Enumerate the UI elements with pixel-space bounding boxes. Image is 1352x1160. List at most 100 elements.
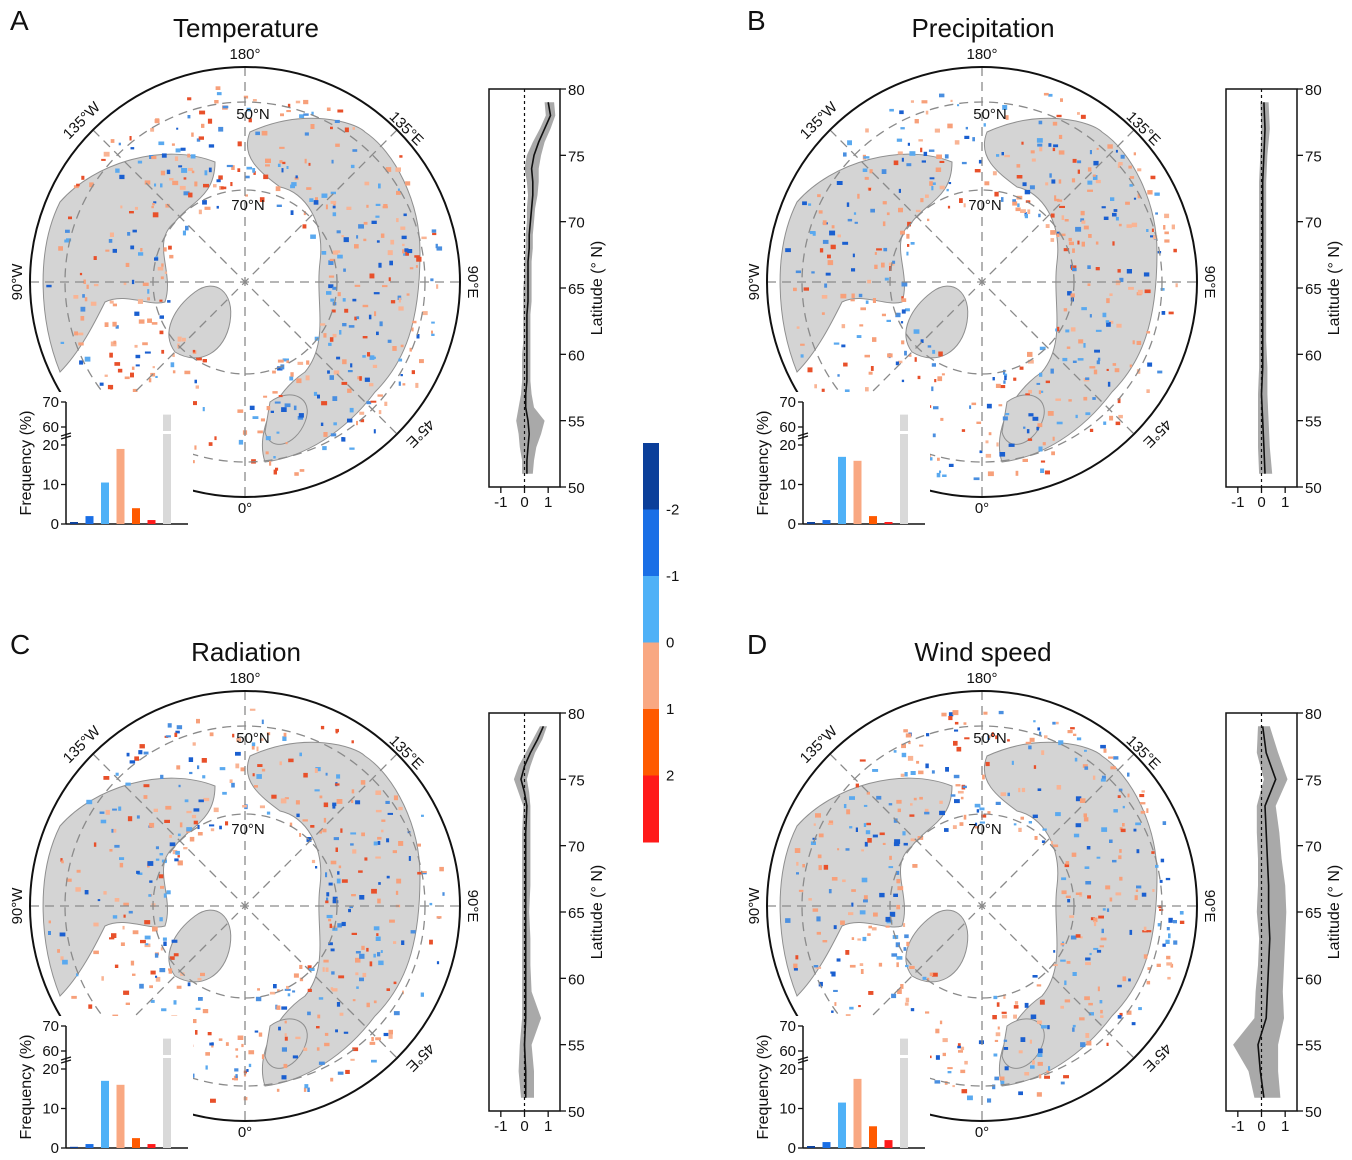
- hist-ylabel: Frequency (%): [18, 1035, 35, 1140]
- profile-xtick-label: 1: [1281, 494, 1289, 511]
- hist-ytick-label: 60: [779, 419, 796, 436]
- hist-bar: [822, 520, 831, 524]
- profile-xtick-label: 1: [544, 494, 552, 511]
- colorbar-segment: [643, 709, 659, 776]
- graticule: [30, 67, 460, 497]
- latitude-profile: 50 55 60 65 70 75 80 -1 0 1 Latitude (° N): [1225, 82, 1343, 511]
- profile-band: [1258, 102, 1273, 474]
- hist-bar: [807, 1146, 815, 1148]
- label-50n: 50°N: [973, 730, 1007, 747]
- colorbar-segment: [643, 509, 659, 577]
- hist-ytick-label: 20: [42, 1061, 59, 1078]
- profile-ytick-label: 65: [568, 905, 585, 922]
- profile-xtick-label: 0: [520, 1118, 528, 1135]
- profile-ytick-label: 80: [568, 82, 585, 99]
- label-180: 180°: [229, 670, 260, 687]
- hist-bar: [900, 1038, 908, 1148]
- hist-ytick-label: 70: [42, 1018, 59, 1035]
- hist-bar: [869, 516, 877, 524]
- map-border: [29, 66, 461, 498]
- hist-bar: [132, 1138, 140, 1148]
- panel-title: Precipitation: [911, 13, 1054, 43]
- hist-ytick-label: 60: [42, 1043, 59, 1060]
- profile-ytick-label: 60: [1305, 347, 1322, 364]
- hist-ylabel: Frequency (%): [18, 411, 35, 516]
- hist-ytick-label: 0: [788, 1140, 796, 1157]
- colorbar-label: -1: [666, 568, 679, 585]
- meridian-135e-45w: [92, 753, 398, 1059]
- scandinavia-land: [264, 394, 308, 445]
- profile-band: [516, 102, 556, 474]
- label-135w: 135°W: [797, 98, 842, 143]
- profile-ytick-label: 75: [1305, 148, 1322, 165]
- label-180: 180°: [229, 46, 260, 63]
- map-content: [767, 691, 1197, 1121]
- label-90e: 90°E: [464, 890, 481, 923]
- label-135w: 135°W: [60, 722, 105, 767]
- hist-bar: [853, 460, 862, 524]
- colorbar-label: -2: [666, 502, 679, 519]
- hist-bar: [132, 508, 140, 524]
- hist-ytick-label: 20: [42, 437, 59, 454]
- label-90w: 90°W: [746, 887, 763, 925]
- scandinavia-land: [1001, 1018, 1045, 1069]
- hist-bar: [807, 522, 815, 524]
- hist-ytick-label: 70: [779, 1018, 796, 1035]
- axis-break: [60, 1056, 72, 1064]
- hist-bar: [853, 1078, 862, 1148]
- profile-ylabel: Latitude (° N): [589, 241, 606, 335]
- profile-ytick-label: 60: [568, 347, 585, 364]
- label-135e: 135°E: [386, 108, 427, 149]
- profile-xtick-label: -1: [494, 494, 507, 511]
- panel-letter: C: [10, 629, 30, 660]
- label-70n: 70°N: [968, 821, 1002, 838]
- hist-bar: [101, 482, 109, 524]
- map-content: [767, 67, 1197, 497]
- colorbar: -2 -1 0 1 2: [643, 443, 679, 843]
- label-135w: 135°W: [60, 98, 105, 143]
- hist-bar: [822, 1142, 831, 1148]
- label-90e: 90°E: [1201, 266, 1218, 299]
- profile-ytick-label: 80: [1305, 706, 1322, 723]
- panel-letter: D: [747, 629, 767, 660]
- hist-bar: [101, 1080, 109, 1148]
- profile-ylabel: Latitude (° N): [1326, 241, 1343, 335]
- colorbar-label: 1: [666, 701, 674, 718]
- label-90e: 90°E: [1201, 890, 1218, 923]
- profile-xtick-label: 0: [1257, 494, 1265, 511]
- panel-title: Radiation: [191, 637, 301, 667]
- hist-ytick-label: 20: [779, 1061, 796, 1078]
- profile-ytick-label: 70: [568, 215, 585, 232]
- label-50n: 50°N: [236, 730, 270, 747]
- profile-ytick-label: 55: [1305, 1038, 1322, 1055]
- hist-bar: [147, 1144, 156, 1148]
- profile-ytick-label: 65: [568, 281, 585, 298]
- profile-ytick-label: 50: [1305, 1104, 1322, 1121]
- label-90w: 90°W: [9, 887, 26, 925]
- profile-ytick-label: 70: [568, 839, 585, 856]
- hist-ytick-label: 10: [42, 1101, 59, 1118]
- profile-mean-line: [524, 102, 552, 474]
- latitude-profile: 50 55 60 65 70 75 80 -1 0 1 Latitude (° N): [1225, 706, 1343, 1135]
- latitude-profile: 50 55 60 65 70 75 80 -1 0 1 Latitude (° N): [488, 706, 606, 1135]
- profile-ytick-label: 70: [1305, 839, 1322, 856]
- hist-ytick-label: 0: [51, 516, 59, 533]
- profile-xtick-label: 0: [520, 494, 528, 511]
- hist-ytick-label: 20: [779, 437, 796, 454]
- profile-xtick-label: -1: [494, 1118, 507, 1135]
- hist-bar: [85, 1144, 94, 1148]
- hist-ylabel: Frequency (%): [755, 411, 772, 516]
- label-180: 180°: [966, 46, 997, 63]
- polar-map: 180°50°N70°N0°135°W 135°E90°W 90°E45°E: [9, 670, 481, 1141]
- profile-ytick-label: 60: [568, 971, 585, 988]
- profile-xtick-label: -1: [1231, 494, 1244, 511]
- polar-map: 180°50°N70°N0°135°W 135°E90°W 90°E45°E: [746, 46, 1218, 517]
- label-90e: 90°E: [464, 266, 481, 299]
- map-border: [766, 690, 1198, 1122]
- label-180: 180°: [966, 670, 997, 687]
- label-50n: 50°N: [973, 106, 1007, 123]
- profile-xtick-label: 0: [1257, 1118, 1265, 1135]
- hist-bar-break: [162, 431, 172, 434]
